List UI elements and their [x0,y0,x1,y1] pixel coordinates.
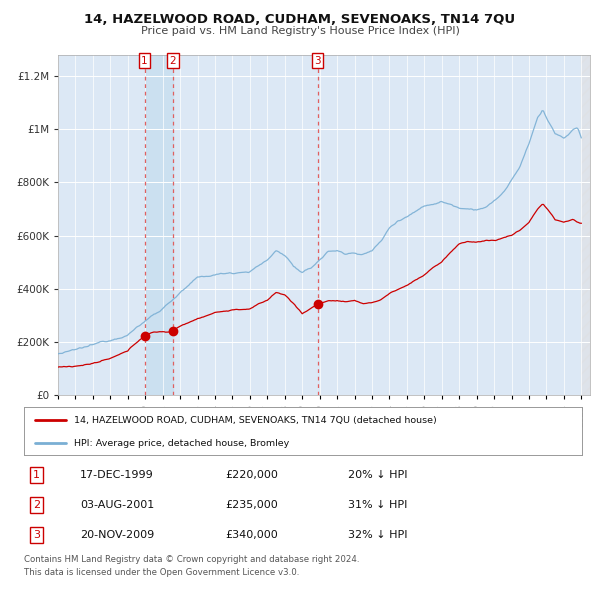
Text: 1: 1 [141,55,148,65]
Text: Price paid vs. HM Land Registry's House Price Index (HPI): Price paid vs. HM Land Registry's House … [140,26,460,36]
Bar [581,55,590,395]
Text: 14, HAZELWOOD ROAD, CUDHAM, SEVENOAKS, TN14 7QU: 14, HAZELWOOD ROAD, CUDHAM, SEVENOAKS, T… [85,13,515,26]
Text: 32% ↓ HPI: 32% ↓ HPI [347,530,407,540]
Bar [145,55,173,395]
Text: 20-NOV-2009: 20-NOV-2009 [80,530,154,540]
Text: £220,000: £220,000 [225,470,278,480]
Text: 3: 3 [33,530,40,540]
Text: 1: 1 [33,470,40,480]
Text: £235,000: £235,000 [225,500,278,510]
Text: 2: 2 [33,500,40,510]
Text: This data is licensed under the Open Government Licence v3.0.: This data is licensed under the Open Gov… [24,568,299,577]
Text: 20% ↓ HPI: 20% ↓ HPI [347,470,407,480]
Text: 03-AUG-2001: 03-AUG-2001 [80,500,154,510]
Text: 14, HAZELWOOD ROAD, CUDHAM, SEVENOAKS, TN14 7QU (detached house): 14, HAZELWOOD ROAD, CUDHAM, SEVENOAKS, T… [74,416,437,425]
Text: 31% ↓ HPI: 31% ↓ HPI [347,500,407,510]
Text: 17-DEC-1999: 17-DEC-1999 [80,470,154,480]
Text: HPI: Average price, detached house, Bromley: HPI: Average price, detached house, Brom… [74,438,289,447]
Text: £340,000: £340,000 [225,530,278,540]
Text: Contains HM Land Registry data © Crown copyright and database right 2024.: Contains HM Land Registry data © Crown c… [24,555,359,564]
Text: 3: 3 [314,55,321,65]
Text: 2: 2 [169,55,176,65]
